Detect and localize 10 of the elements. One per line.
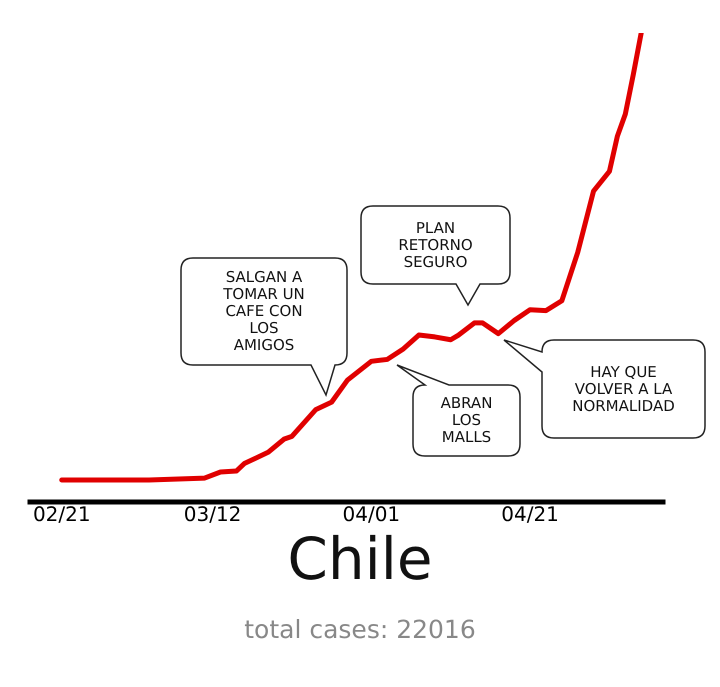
x-tick-label: 02/21 [32,502,91,526]
text: total cases: 22016 [243,615,477,644]
annotation: ABRAN LOS MALLS [440,393,494,448]
x-tick-label: 04/21 [501,502,559,526]
annotation: SALGAN A TOMAR UN CAFE CON LOS AMIGOS [222,267,306,356]
x-tick-label: 04/01 [342,502,400,526]
x-tick-label: 03/12 [184,502,242,526]
text: Chile [286,525,434,593]
annotation: HAY QUE VOLVER A LA NORMALIDAD [571,362,676,416]
annotation: PLAN RETORNO SEGURO [397,218,474,272]
